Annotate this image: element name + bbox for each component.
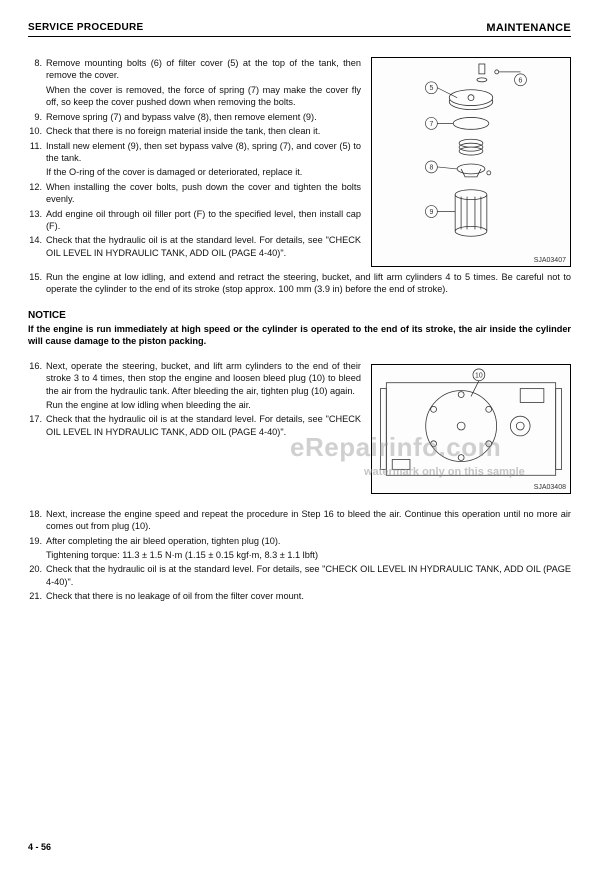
step-number: 8. xyxy=(28,57,46,82)
step-text: Check that the hydraulic oil is at the s… xyxy=(46,413,361,438)
step-item: 18.Next, increase the engine speed and r… xyxy=(28,508,571,533)
step-text: If the O-ring of the cover is damaged or… xyxy=(46,166,361,178)
step-text: Remove spring (7) and bypass valve (8), … xyxy=(46,111,361,123)
step-text: After completing the air bleed operation… xyxy=(46,535,571,547)
step-text: Next, increase the engine speed and repe… xyxy=(46,508,571,533)
svg-text:7: 7 xyxy=(429,121,433,128)
steps-list-a: 8.Remove mounting bolts (6) of filter co… xyxy=(28,57,361,259)
step-item: 11.Install new element (9), then set byp… xyxy=(28,140,361,165)
step-15: 15.Run the engine at low idling, and ext… xyxy=(28,271,571,296)
step-item: 20.Check that the hydraulic oil is at th… xyxy=(28,563,571,588)
steps-list-c: 18.Next, increase the engine speed and r… xyxy=(28,508,571,603)
step-text: When the cover is removed, the force of … xyxy=(46,84,361,109)
step-item: 17.Check that the hydraulic oil is at th… xyxy=(28,413,361,438)
step-number: 13. xyxy=(28,208,46,233)
step-number: 17. xyxy=(28,413,46,438)
step-number: 20. xyxy=(28,563,46,588)
step-text: When installing the cover bolts, push do… xyxy=(46,181,361,206)
svg-text:9: 9 xyxy=(429,209,433,216)
step-text: Add engine oil through oil filler port (… xyxy=(46,208,361,233)
svg-text:5: 5 xyxy=(429,85,433,92)
svg-text:10: 10 xyxy=(475,372,483,379)
step-item: 14.Check that the hydraulic oil is at th… xyxy=(28,234,361,259)
step-number: 16. xyxy=(28,360,46,397)
step-number: 18. xyxy=(28,508,46,533)
step-item: If the O-ring of the cover is damaged or… xyxy=(28,166,361,178)
step-text: Check that there is no leakage of oil fr… xyxy=(46,590,571,602)
step-item: 12.When installing the cover bolts, push… xyxy=(28,181,361,206)
step-item: 13.Add engine oil through oil filler por… xyxy=(28,208,361,233)
step-item: 19.After completing the air bleed operat… xyxy=(28,535,571,547)
step-number: 19. xyxy=(28,535,46,547)
step-item: 9.Remove spring (7) and bypass valve (8)… xyxy=(28,111,361,123)
step-text: Remove mounting bolts (6) of filter cove… xyxy=(46,57,361,82)
step-number xyxy=(28,549,46,561)
step-item: When the cover is removed, the force of … xyxy=(28,84,361,109)
step-text: Next, operate the steering, bucket, and … xyxy=(46,360,361,397)
step-item: 16.Next, operate the steering, bucket, a… xyxy=(28,360,361,397)
step-item: 21.Check that there is no leakage of oil… xyxy=(28,590,571,602)
svg-text:6: 6 xyxy=(519,77,523,84)
step-text: Install new element (9), then set bypass… xyxy=(46,140,361,165)
step-number: 9. xyxy=(28,111,46,123)
page-header: SERVICE PROCEDURE MAINTENANCE xyxy=(28,22,571,37)
step-number xyxy=(28,84,46,109)
step-number: 11. xyxy=(28,140,46,165)
header-right: MAINTENANCE xyxy=(486,22,571,34)
step-text: Run the engine at low idling when bleedi… xyxy=(46,399,361,411)
step-number: 14. xyxy=(28,234,46,259)
step-text: Check that the hydraulic oil is at the s… xyxy=(46,563,571,588)
step-item: 10.Check that there is no foreign materi… xyxy=(28,125,361,137)
header-left: SERVICE PROCEDURE xyxy=(28,22,144,34)
figure-exploded-filter: 5 6 7 8 9 SJA03407 xyxy=(371,57,571,267)
notice-body: If the engine is run immediately at high… xyxy=(28,323,571,348)
step-text: Check that there is no foreign material … xyxy=(46,125,361,137)
steps-list-b: 16.Next, operate the steering, bucket, a… xyxy=(28,360,361,439)
step-number xyxy=(28,399,46,411)
page-number: 4 - 56 xyxy=(28,842,51,852)
step-text: Tightening torque: 11.3 ± 1.5 N·m (1.15 … xyxy=(46,549,571,561)
step-item: Tightening torque: 11.3 ± 1.5 N·m (1.15 … xyxy=(28,549,571,561)
step-item: 8.Remove mounting bolts (6) of filter co… xyxy=(28,57,361,82)
figure-tank-top: 10 SJA03408 xyxy=(371,364,571,494)
figure-caption-2: SJA03408 xyxy=(534,484,566,491)
step-item: Run the engine at low idling when bleedi… xyxy=(28,399,361,411)
step-text: Check that the hydraulic oil is at the s… xyxy=(46,234,361,259)
figure-caption-1: SJA03407 xyxy=(534,257,566,264)
step-number: 12. xyxy=(28,181,46,206)
step-number: 21. xyxy=(28,590,46,602)
svg-text:8: 8 xyxy=(429,164,433,171)
step-number: 10. xyxy=(28,125,46,137)
notice-title: NOTICE xyxy=(28,310,571,321)
step-number xyxy=(28,166,46,178)
